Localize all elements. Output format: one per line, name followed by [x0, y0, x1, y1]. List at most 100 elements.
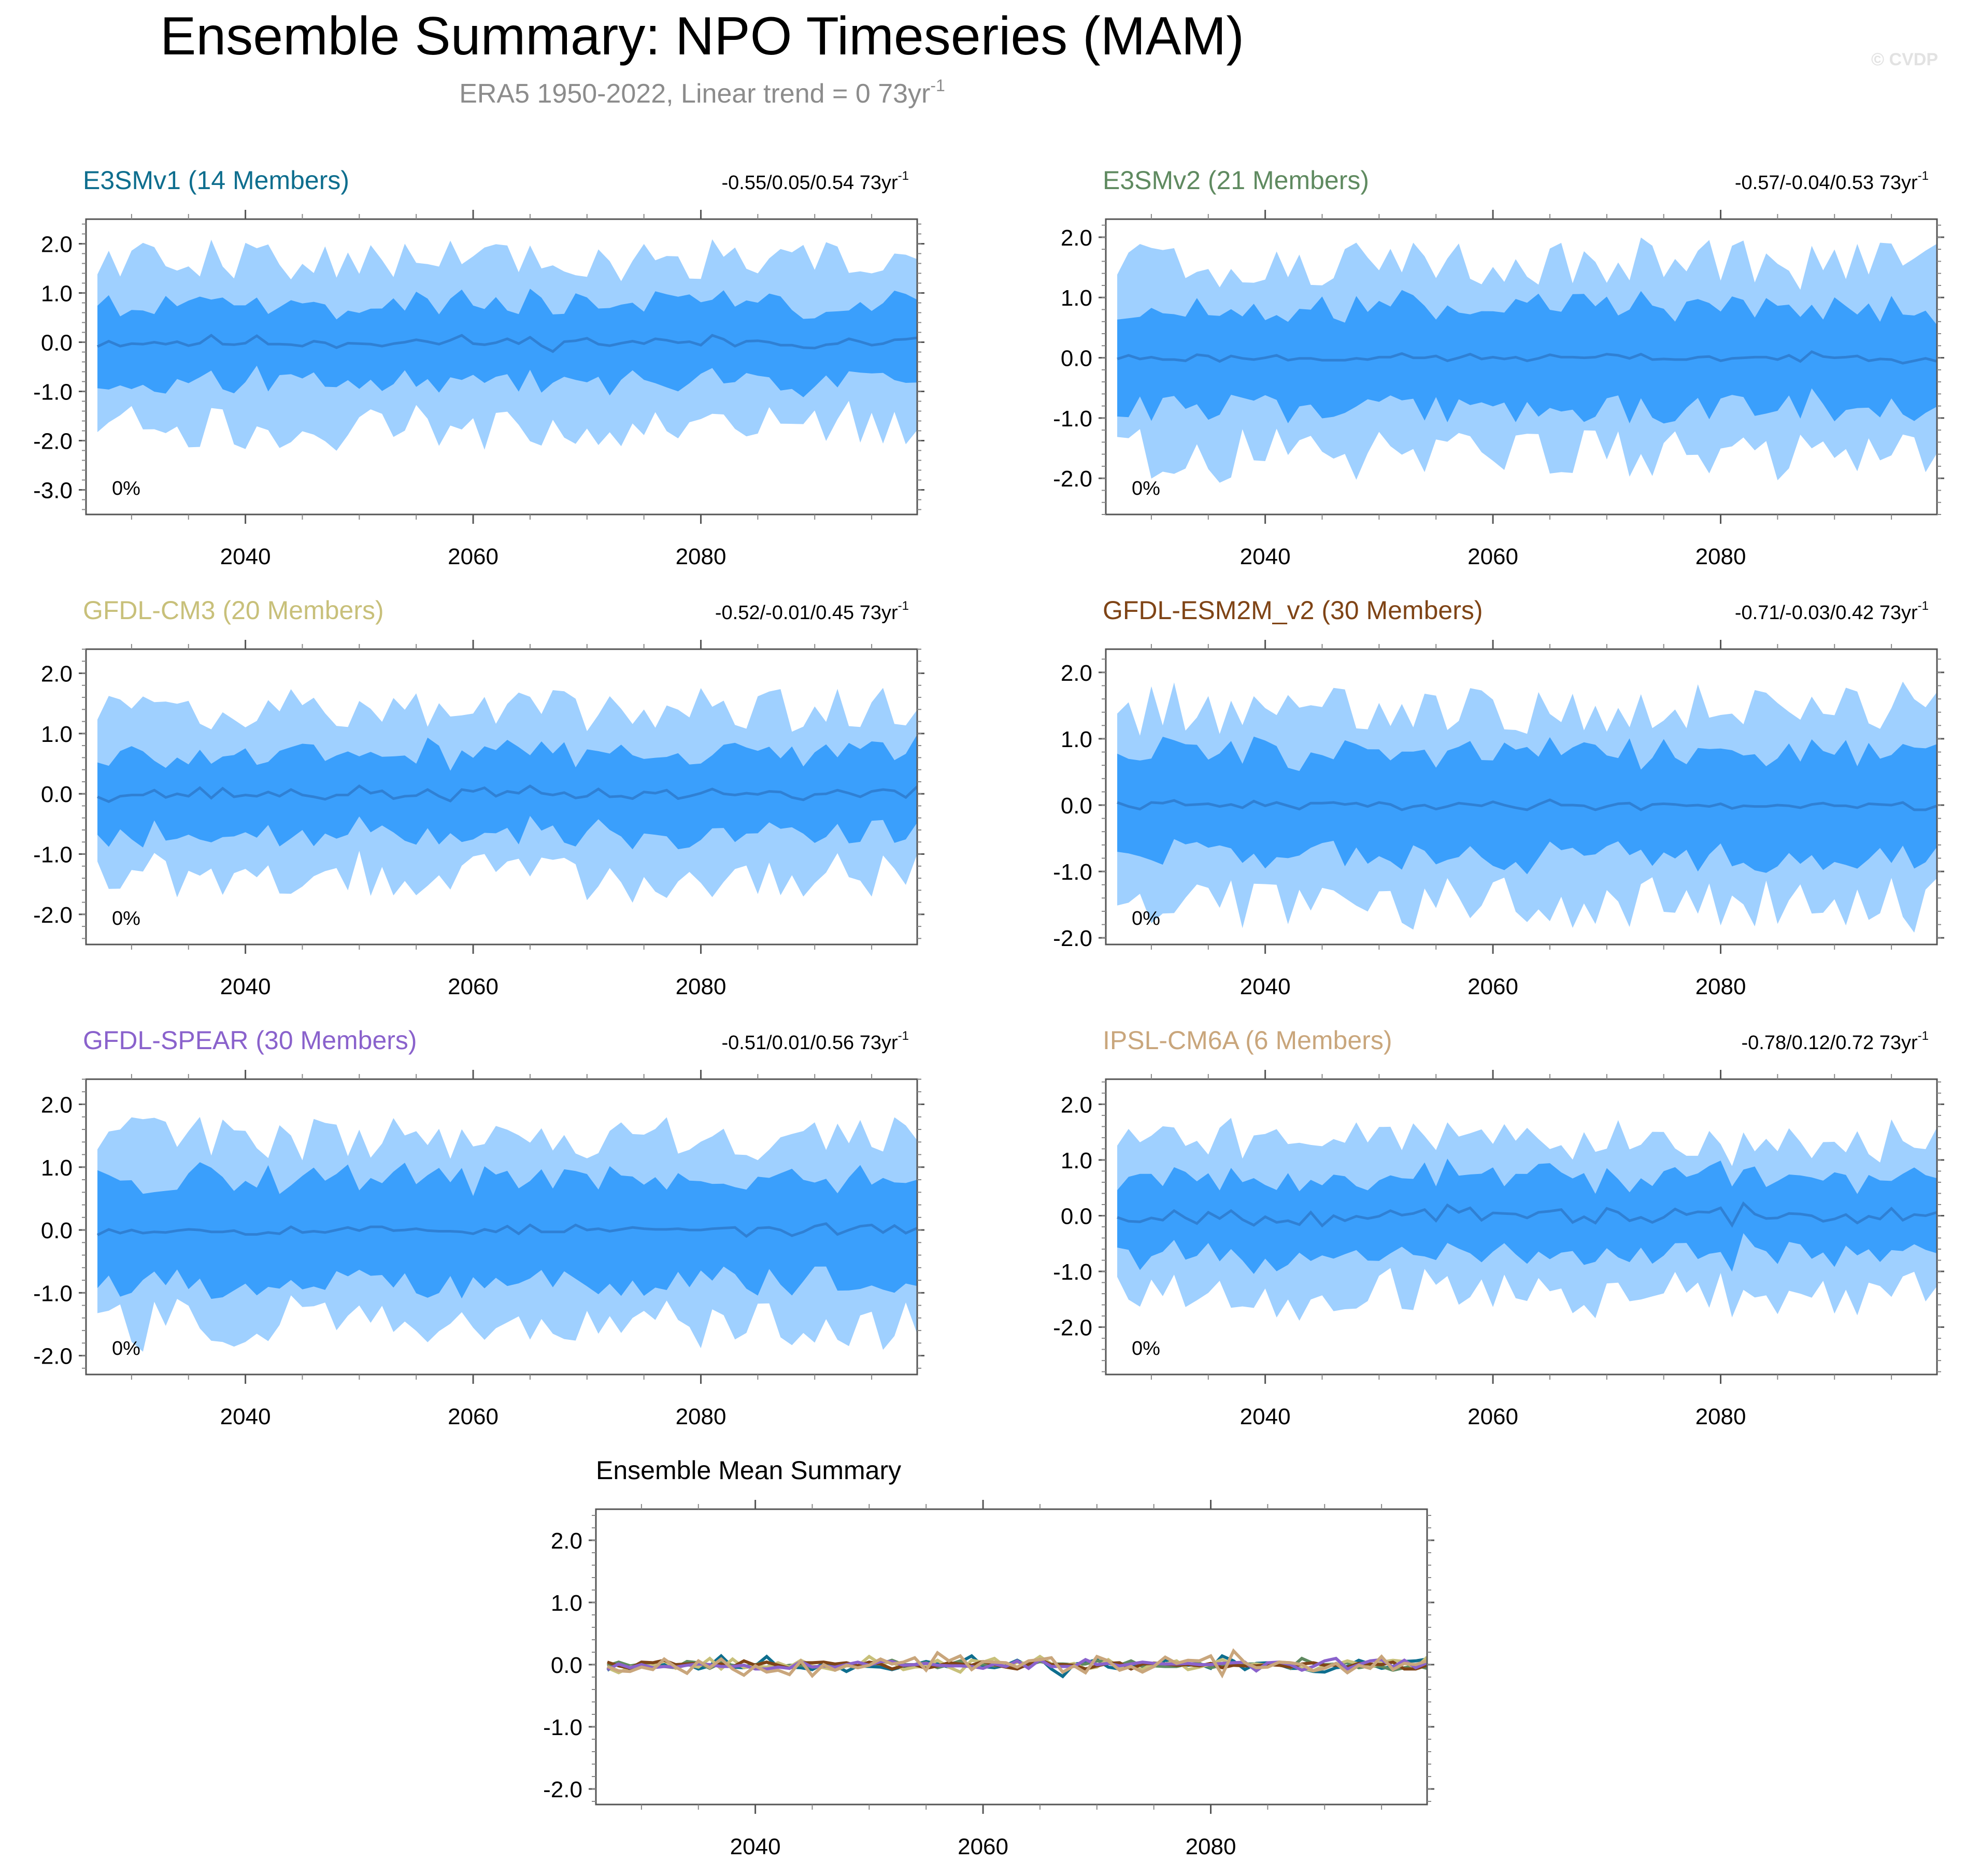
panel-stats-text: -0.52/-0.01/0.45 73yr — [715, 602, 898, 624]
y-tick-label: 1.0 — [41, 281, 73, 307]
plot-area — [596, 1509, 1427, 1805]
y-tick-label: 1.0 — [41, 1155, 73, 1181]
x-tick-label: 2080 — [1696, 544, 1746, 569]
panel-title: IPSL-CM6A (6 Members) — [1103, 1026, 1392, 1055]
y-tick-label: -2.0 — [1053, 1315, 1092, 1341]
y-tick-label: 1.0 — [1061, 285, 1092, 311]
x-tick-label: 2040 — [220, 974, 271, 999]
panel-title: GFDL-CM3 (20 Members) — [83, 596, 384, 625]
plot-frame — [595, 1508, 1428, 1806]
ensemble-mean-line — [1117, 350, 1937, 365]
y-tick-label: 2.0 — [1061, 1092, 1092, 1118]
plot-content — [606, 1648, 1427, 1679]
y-tick-label: 0.0 — [1061, 793, 1092, 819]
y-tick-label: 0.0 — [41, 1218, 73, 1243]
plot-content — [1117, 237, 1937, 483]
plot-frame — [85, 218, 918, 515]
panel-gfdl-spear: GFDL-SPEAR (30 Members) -0.51/0.01/0.56 7… — [33, 1026, 924, 1429]
panel-stats: -0.51/0.01/0.56 73yr-1 — [722, 1029, 909, 1054]
y-tick-label: 1.0 — [41, 722, 73, 747]
inner-spread-band — [97, 289, 917, 397]
x-tick-label: 2080 — [676, 974, 726, 999]
y-tick-label: 2.0 — [41, 232, 73, 257]
y-tick-label: -2.0 — [33, 1344, 73, 1369]
subtitle: ERA5 1950-2022, Linear trend = 0 73yr-1 — [459, 76, 945, 109]
x-tick-label: 2060 — [1468, 1404, 1518, 1429]
x-tick-label: 2060 — [1468, 974, 1518, 999]
main-title: Ensemble Summary: NPO Timeseries (MAM) — [160, 6, 1244, 66]
x-tick-label: 2080 — [1696, 1404, 1746, 1429]
inner-spread-band — [97, 1162, 917, 1299]
plot-content — [96, 239, 917, 451]
panel-title: GFDL-SPEAR (30 Members) — [83, 1026, 417, 1055]
panel-stats-superscript: -1 — [1918, 169, 1929, 183]
x-tick-label: 2080 — [1186, 1834, 1236, 1859]
inner-spread-band — [1117, 1158, 1937, 1274]
plot-content — [1117, 681, 1937, 933]
panel-stats: -0.57/-0.04/0.53 73yr-1 — [1735, 169, 1929, 194]
panel-stats-text: -0.78/0.12/0.72 73yr — [1742, 1032, 1918, 1054]
panel-stats: -0.71/-0.03/0.42 73yr-1 — [1735, 599, 1929, 624]
plot-frame — [85, 1078, 918, 1376]
percent-label: 0% — [1132, 478, 1160, 499]
subtitle-superscript: -1 — [930, 76, 945, 95]
x-tick-label: 2040 — [220, 544, 271, 569]
subtitle-text: ERA5 1950-2022, Linear trend = 0 73yr — [459, 79, 930, 109]
panel-ipsl-cm6a: IPSL-CM6A (6 Members) -0.78/0.12/0.72 73y… — [1053, 1026, 1944, 1429]
panel-title: E3SMv1 (14 Members) — [83, 166, 349, 195]
ensemble-mean-line — [1117, 798, 1937, 811]
percent-label: 0% — [1132, 1338, 1160, 1359]
panel-stats-superscript: -1 — [898, 599, 909, 613]
y-tick-label: 2.0 — [1061, 661, 1092, 686]
ensemble-mean-line — [96, 1222, 917, 1238]
ensemble-mean-line — [1117, 1201, 1937, 1228]
plot-content — [1117, 1118, 1937, 1321]
inner-spread-band — [1117, 290, 1937, 424]
x-tick-label: 2060 — [958, 1834, 1008, 1859]
y-tick-label: -2.0 — [33, 903, 73, 928]
plot-content — [96, 1116, 917, 1352]
panel-gfdl-cm3: GFDL-CM3 (20 Members) -0.52/-0.01/0.45 73… — [33, 596, 924, 999]
y-tick-label: 1.0 — [1061, 727, 1092, 752]
plot-frame — [1105, 648, 1938, 946]
x-tick-label: 2080 — [676, 1404, 726, 1429]
y-tick-label: -3.0 — [33, 478, 73, 504]
y-tick-label: 2.0 — [551, 1528, 582, 1554]
panel-title: GFDL-ESM2M_v2 (30 Members) — [1103, 596, 1483, 625]
panel-stats-superscript: -1 — [898, 169, 909, 183]
panels-container: E3SMv1 (14 Members) -0.55/0.05/0.54 73yr-… — [33, 166, 1944, 1859]
percent-label: 0% — [112, 1338, 140, 1359]
x-tick-label: 2080 — [1696, 974, 1746, 999]
panel-stats-text: -0.71/-0.03/0.42 73yr — [1735, 602, 1918, 624]
watermark: © CVDP — [1871, 50, 1938, 69]
y-tick-label: -1.0 — [33, 842, 73, 868]
y-tick-label: -1.0 — [1053, 860, 1092, 885]
y-tick-label: 2.0 — [1061, 225, 1092, 251]
panel-gfdl-esm2m-v2: GFDL-ESM2M_v2 (30 Members) -0.71/-0.03/0.… — [1053, 596, 1944, 999]
plot-frame — [1105, 218, 1938, 515]
panel-ensemble-mean-summary: Ensemble Mean Summary 2.0 1.0 0.0 -1.0 -2.0 20… — [543, 1456, 1434, 1859]
y-tick-label: 0.0 — [41, 331, 73, 356]
y-tick-label: -2.0 — [1053, 466, 1092, 492]
y-tick-label: -1.0 — [1053, 1259, 1092, 1285]
y-tick-label: 1.0 — [551, 1591, 582, 1616]
panel-stats-text: -0.55/0.05/0.54 73yr — [722, 172, 898, 194]
x-tick-label: 2040 — [1240, 974, 1291, 999]
x-tick-label: 2040 — [1240, 1404, 1291, 1429]
y-tick-label: 0.0 — [41, 782, 73, 807]
series-line-gfdl-esm2m-v2 — [607, 1658, 1427, 1671]
y-tick-label: 0.0 — [1061, 346, 1092, 371]
x-tick-label: 2060 — [448, 974, 498, 999]
panel-stats-superscript: -1 — [1918, 1029, 1929, 1043]
x-tick-label: 2040 — [1240, 544, 1291, 569]
percent-label: 0% — [1132, 908, 1160, 929]
x-tick-label: 2040 — [220, 1404, 271, 1429]
panel-stats: -0.78/0.12/0.72 73yr-1 — [1742, 1029, 1929, 1054]
series-line-ipsl-cm6a — [606, 1648, 1427, 1679]
percent-label: 0% — [112, 908, 140, 929]
panel-stats: -0.52/-0.01/0.45 73yr-1 — [715, 599, 909, 624]
plot-content — [97, 688, 917, 903]
y-tick-label: 0.0 — [551, 1653, 582, 1678]
panel-title: E3SMv2 (21 Members) — [1103, 166, 1369, 195]
